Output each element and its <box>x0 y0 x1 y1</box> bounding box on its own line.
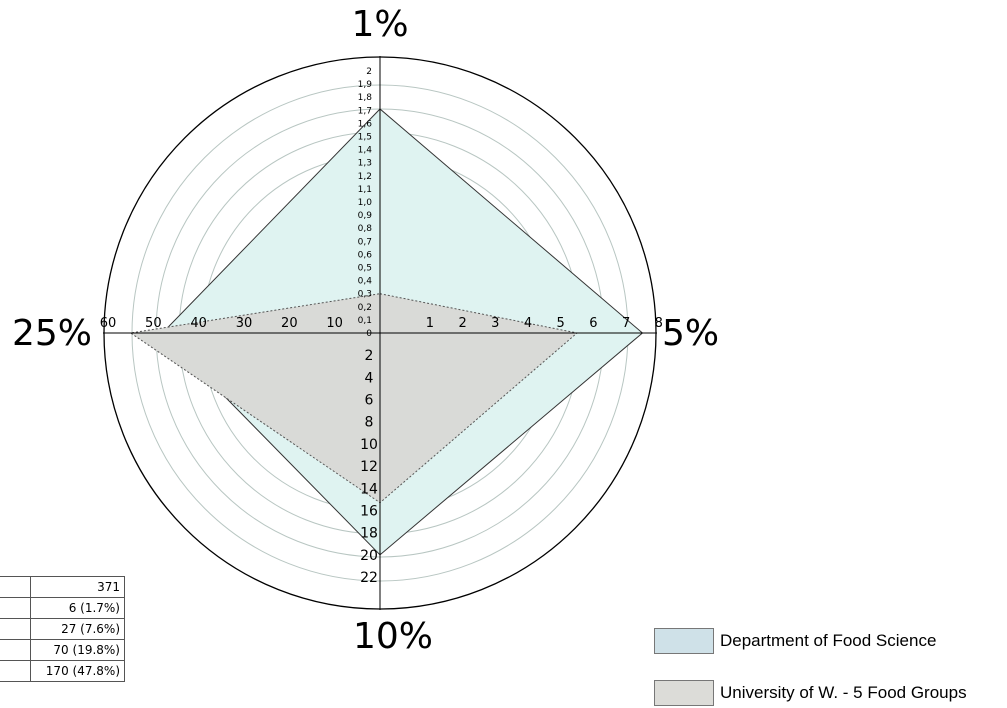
radar-tick-labels: 2 1,9 1,8 1,7 1,6 1,5 1,4 1,3 1,2 1,1 1,0 0,9 0,8 0,7… <box>100 67 663 586</box>
legend-swatch <box>654 680 714 706</box>
tick-label-down: 4 <box>365 370 374 386</box>
tick-label-right: 8 <box>655 316 663 331</box>
tick-label-right: 1 <box>426 316 434 331</box>
tick-label-up: 2 <box>366 67 372 77</box>
table-row: 6 (1.7%) <box>0 597 125 619</box>
legend-label: University of W. - 5 Food Groups <box>720 683 967 702</box>
tick-label-down: 8 <box>365 415 374 431</box>
table-cell: 70 (19.8%) <box>30 639 125 661</box>
tick-label-up: 0,1 <box>358 316 372 326</box>
table-row: 371 <box>0 576 125 598</box>
table-cell <box>0 618 31 640</box>
table-cell <box>0 576 31 598</box>
radar-chart: 2 1,9 1,8 1,7 1,6 1,5 1,4 1,3 1,2 1,1 1,0 0,9 0,8 0,7… <box>12 4 719 657</box>
tick-label-left: 60 <box>100 316 117 331</box>
legend-swatch <box>654 628 714 654</box>
tick-label-down: 10 <box>360 437 378 453</box>
tick-label-left: 30 <box>236 316 253 331</box>
table-cell: 371 <box>30 576 125 598</box>
axis-label-right: 5% <box>662 313 719 354</box>
axis-label-left: 25% <box>12 313 92 354</box>
legend-label: Department of Food Science <box>720 631 937 650</box>
radar-axes <box>103 56 657 610</box>
table-cell <box>0 660 31 682</box>
tick-label-up: 1,8 <box>358 93 373 103</box>
tick-label-down: 14 <box>360 481 378 497</box>
legend-item: Department of Food Science <box>654 628 936 654</box>
tick-label-right: 3 <box>491 316 499 331</box>
tick-label-right: 7 <box>622 316 630 331</box>
table-row: 70 (19.8%) <box>0 639 125 661</box>
radar-series <box>129 108 644 556</box>
tick-label-right: 2 <box>458 316 466 331</box>
tick-label-right: 6 <box>589 316 597 331</box>
tick-label-up: 0,4 <box>358 277 373 287</box>
tick-label-down: 18 <box>360 526 378 542</box>
tick-label-left: 10 <box>326 316 343 331</box>
tick-label-down: 16 <box>360 503 378 519</box>
tick-label-up: 0,3 <box>358 290 372 300</box>
stats-table: 371 6 (1.7%) 27 (7.6%) 70 (19.8%) 170 (4… <box>0 576 125 682</box>
tick-label-down: 20 <box>360 548 378 564</box>
axis-label-top: 1% <box>351 4 408 45</box>
tick-label-up: 1,6 <box>358 119 373 129</box>
tick-label-right: 4 <box>524 316 532 331</box>
tick-label-left: 40 <box>190 316 207 331</box>
tick-label-up: 0,7 <box>358 237 372 247</box>
table-cell <box>0 597 31 619</box>
axis-label-bottom: 10% <box>353 616 433 657</box>
tick-label-down: 22 <box>360 570 378 586</box>
tick-label-up: 0 <box>366 329 372 339</box>
tick-label-up: 0,6 <box>358 250 373 260</box>
tick-label-up: 0,9 <box>358 211 373 221</box>
tick-label-down: 6 <box>365 393 374 409</box>
table-cell: 170 (47.8%) <box>30 660 125 682</box>
tick-label-up: 1,9 <box>358 80 373 90</box>
tick-label-up: 1,3 <box>358 159 372 169</box>
tick-label-down: 2 <box>365 348 374 364</box>
tick-label-up: 1,4 <box>358 146 373 156</box>
tick-label-up: 1,0 <box>358 198 373 208</box>
tick-label-left: 50 <box>145 316 162 331</box>
table-cell: 27 (7.6%) <box>30 618 125 640</box>
legend-item: University of W. - 5 Food Groups <box>654 680 967 706</box>
tick-label-up: 1,2 <box>358 172 372 182</box>
tick-label-up: 0,8 <box>358 224 373 234</box>
tick-label-up: 1,1 <box>358 185 372 195</box>
table-row: 27 (7.6%) <box>0 618 125 640</box>
tick-label-left: 20 <box>281 316 298 331</box>
table-cell <box>0 639 31 661</box>
table-row: 170 (47.8%) <box>0 660 125 682</box>
tick-label-up: 0,2 <box>358 303 372 313</box>
tick-label-up: 1,5 <box>358 133 372 143</box>
tick-label-right: 5 <box>557 316 565 331</box>
tick-label-up: 1,7 <box>358 106 372 116</box>
tick-label-down: 12 <box>360 459 378 475</box>
tick-label-up: 0,5 <box>358 264 372 274</box>
table-cell: 6 (1.7%) <box>30 597 125 619</box>
